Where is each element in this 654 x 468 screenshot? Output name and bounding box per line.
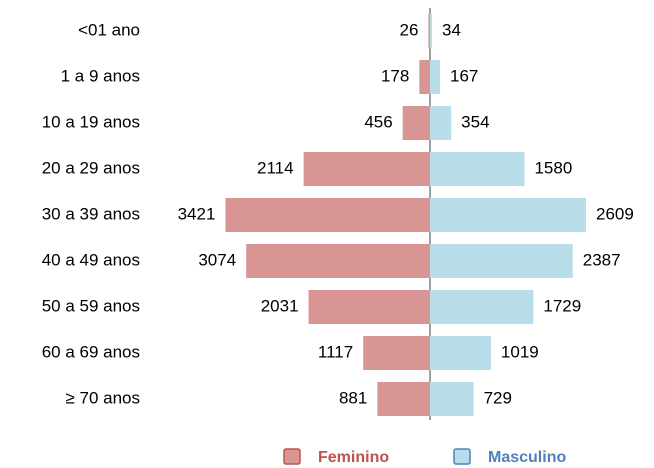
- bar: [430, 290, 534, 324]
- value-label: 729: [484, 388, 512, 407]
- bar: [430, 244, 573, 278]
- value-label: 178: [381, 66, 409, 85]
- bar: [377, 382, 430, 416]
- bar: [430, 336, 491, 370]
- value-label: 1117: [318, 342, 353, 361]
- value-label: 354: [461, 112, 489, 131]
- value-label: 2031: [261, 296, 299, 315]
- bar: [303, 152, 430, 186]
- value-label: 881: [339, 388, 367, 407]
- category-label: ≥ 70 anos: [65, 388, 140, 407]
- bar: [428, 14, 430, 48]
- value-label: 1729: [543, 296, 581, 315]
- value-label: 1019: [501, 342, 539, 361]
- bar: [402, 106, 430, 140]
- bar: [308, 290, 430, 324]
- category-label: 30 a 39 anos: [42, 204, 140, 223]
- bar: [246, 244, 430, 278]
- value-label: 3421: [178, 204, 216, 223]
- value-label: 3074: [198, 250, 236, 269]
- bar: [430, 14, 433, 48]
- legend-swatch: [453, 448, 471, 465]
- category-label: 20 a 29 anos: [42, 158, 140, 177]
- category-label: 10 a 19 anos: [42, 112, 140, 131]
- bar: [430, 152, 525, 186]
- category-label: 40 a 49 anos: [42, 250, 140, 269]
- category-label: 1 a 9 anos: [61, 66, 140, 85]
- bar: [419, 60, 430, 94]
- bar: [430, 106, 452, 140]
- bar: [363, 336, 430, 370]
- bar: [225, 198, 430, 232]
- legend-swatch: [283, 448, 301, 465]
- value-label: 1580: [534, 158, 572, 177]
- value-label: 26: [400, 20, 419, 39]
- value-label: 34: [442, 20, 461, 39]
- bar: [430, 198, 587, 232]
- value-label: 2114: [257, 158, 294, 177]
- legend-label: Feminino: [318, 449, 389, 466]
- bar: [430, 382, 474, 416]
- category-label: 50 a 59 anos: [42, 296, 140, 315]
- legend-label: Masculino: [488, 449, 566, 466]
- category-label: <01 ano: [78, 20, 140, 39]
- category-label: 60 a 69 anos: [42, 342, 140, 361]
- value-label: 2387: [583, 250, 621, 269]
- bar: [430, 60, 440, 94]
- value-label: 456: [364, 112, 392, 131]
- value-label: 167: [450, 66, 478, 85]
- value-label: 2609: [596, 204, 634, 223]
